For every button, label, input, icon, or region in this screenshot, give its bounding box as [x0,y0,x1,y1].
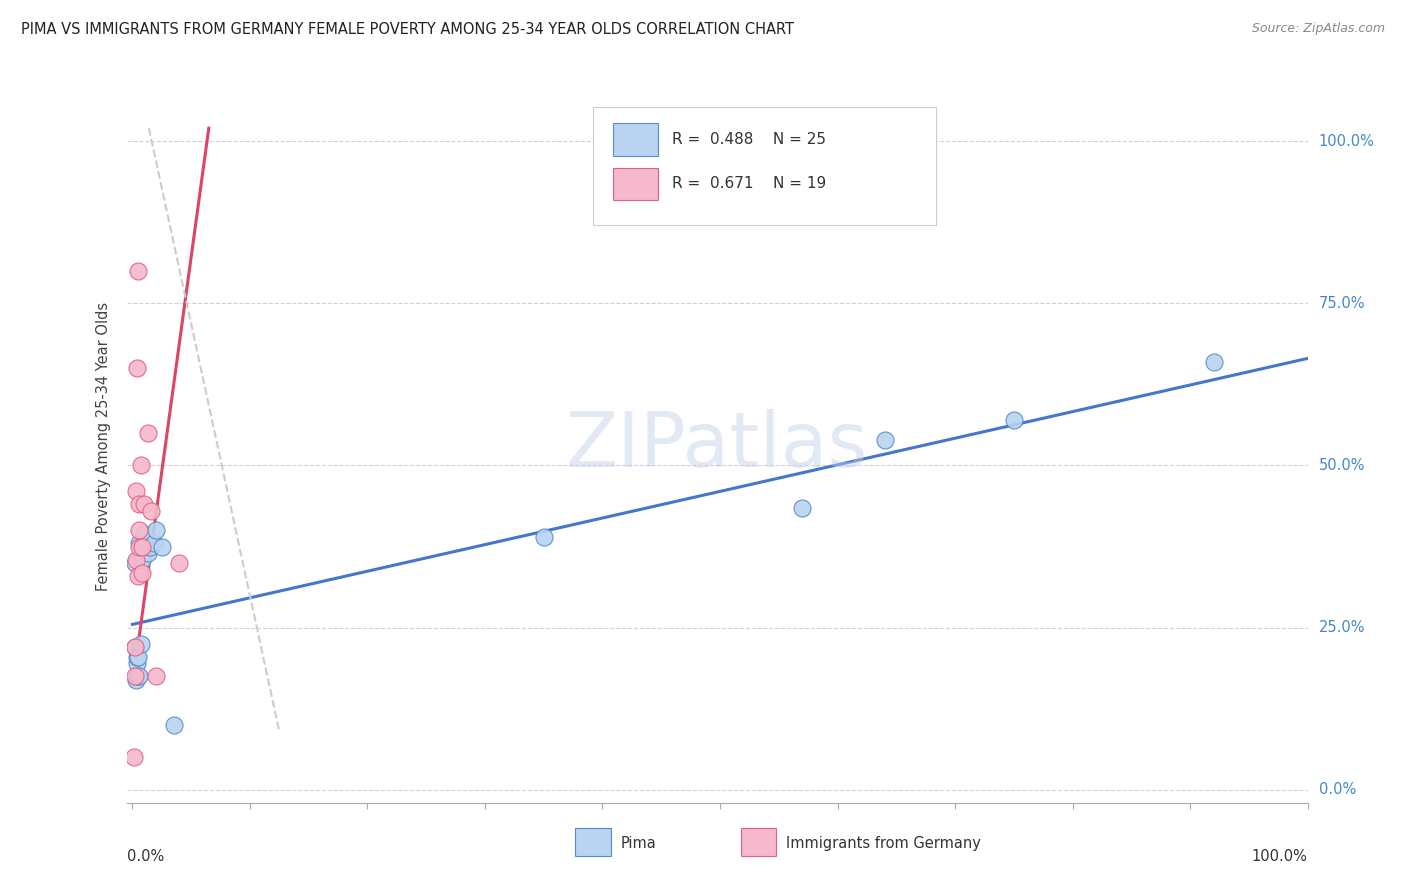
Point [1002,413,1025,427]
Point [122,750,145,764]
Point [150,540,173,554]
Point [128,536,150,550]
Text: ZIPatlas: ZIPatlas [565,409,869,483]
Text: 75.0%: 75.0% [1319,296,1365,310]
Point [127,361,149,376]
Point [127,669,149,683]
Point [169,556,191,570]
Point [124,640,146,654]
Point [129,637,152,651]
Point [136,425,159,440]
Point [127,264,149,278]
Text: Source: ZipAtlas.com: Source: ZipAtlas.com [1251,22,1385,36]
Point [142,536,165,550]
Point [134,497,156,511]
Text: 100.0%: 100.0% [1251,849,1308,864]
Point [131,552,153,566]
Y-axis label: Female Poverty Among 25-34 Year Olds: Female Poverty Among 25-34 Year Olds [96,301,111,591]
Point [124,669,146,683]
Point [124,640,146,654]
Point [141,504,163,518]
Text: R =  0.671    N = 19: R = 0.671 N = 19 [672,176,827,191]
Text: 100.0%: 100.0% [1319,134,1375,149]
FancyBboxPatch shape [613,168,658,200]
Text: Immigrants from Germany: Immigrants from Germany [786,836,980,851]
Point [127,669,149,683]
Point [145,669,167,683]
Point [792,500,814,515]
Point [127,649,149,664]
Point [128,497,150,511]
Point [533,530,555,544]
Point [125,484,148,499]
Text: 0.0%: 0.0% [127,849,163,864]
Point [139,540,162,554]
FancyBboxPatch shape [575,828,610,856]
Point [128,540,150,554]
Text: 0.0%: 0.0% [1319,782,1355,797]
FancyBboxPatch shape [613,123,658,155]
Point [129,458,152,473]
Point [125,552,148,566]
Point [128,669,150,683]
Point [127,649,149,664]
FancyBboxPatch shape [593,107,935,225]
Point [127,657,149,671]
Point [128,524,150,538]
Point [131,540,153,554]
Point [127,568,149,582]
Point [131,540,153,554]
Text: PIMA VS IMMIGRANTS FROM GERMANY FEMALE POVERTY AMONG 25-34 YEAR OLDS CORRELATION: PIMA VS IMMIGRANTS FROM GERMANY FEMALE P… [21,22,794,37]
Text: 25.0%: 25.0% [1319,620,1365,635]
Point [125,673,148,687]
Point [162,718,184,732]
Point [873,433,896,447]
Point [131,566,153,580]
Point [136,546,159,560]
Text: Pima: Pima [620,836,657,851]
Point [1202,354,1225,368]
Text: R =  0.488    N = 25: R = 0.488 N = 25 [672,132,827,146]
Point [134,526,156,541]
Point [124,556,146,570]
Point [145,524,167,538]
Text: 50.0%: 50.0% [1319,458,1365,473]
FancyBboxPatch shape [741,828,776,856]
